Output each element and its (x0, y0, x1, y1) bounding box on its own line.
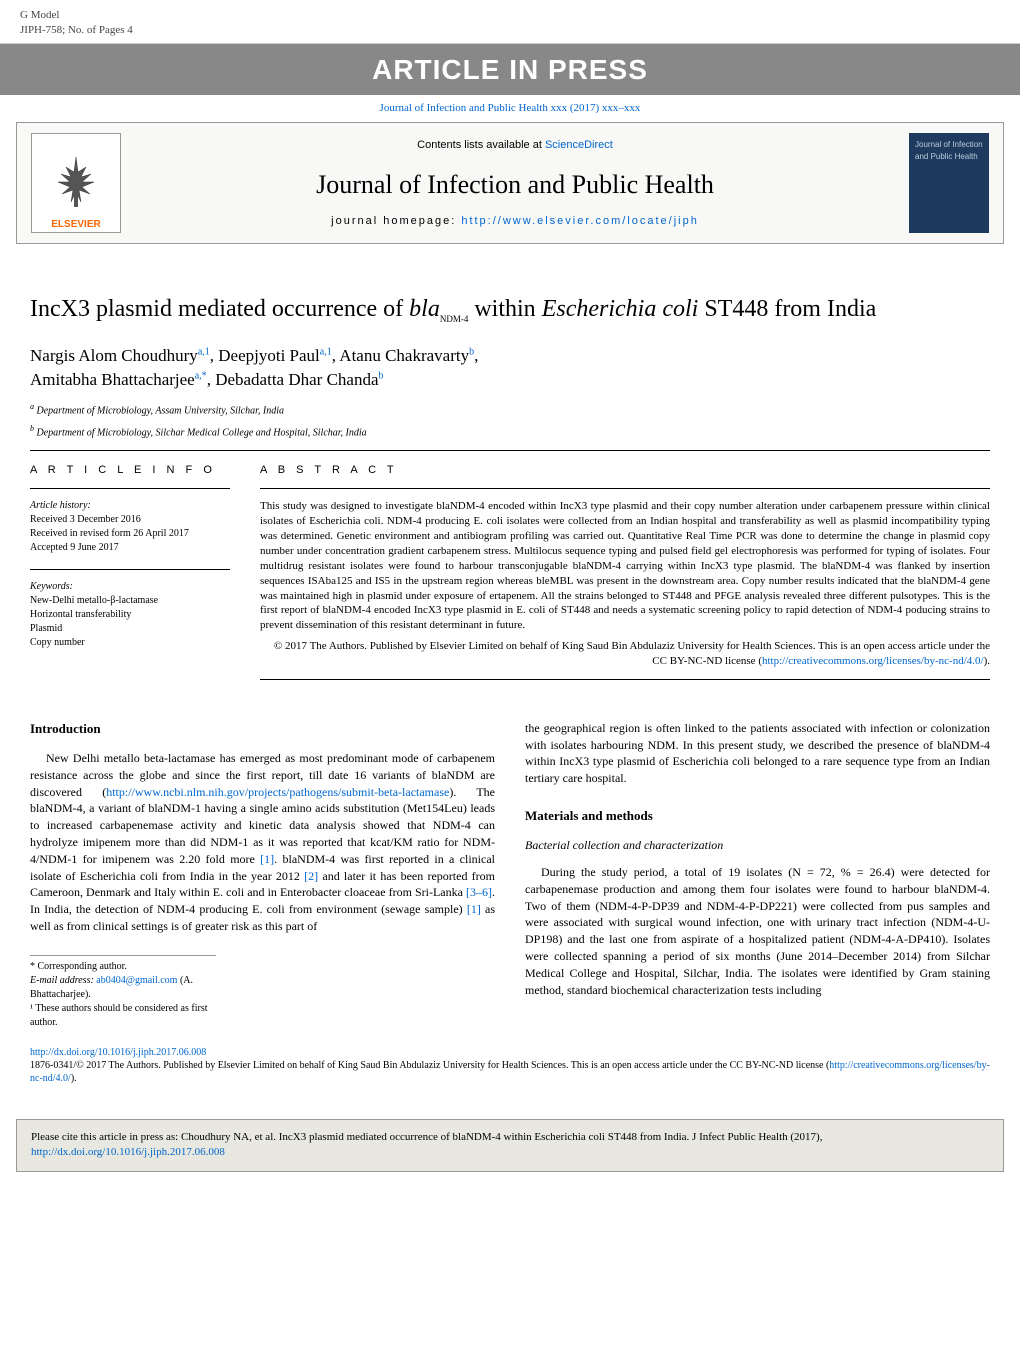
cite-box: Please cite this article in press as: Ch… (16, 1119, 1004, 1172)
journal-title: Journal of Infection and Public Health (135, 167, 895, 203)
ref-2[interactable]: [2] (304, 869, 318, 883)
journal-banner: ELSEVIER Contents lists available at Sci… (16, 122, 1004, 244)
email-link[interactable]: ab0404@gmail.com (96, 975, 177, 986)
elsevier-tree-icon (46, 152, 106, 212)
methods-heading: Materials and methods (525, 807, 990, 825)
contents-prefix: Contents lists available at (417, 139, 545, 151)
article-info-heading: A R T I C L E I N F O (30, 463, 230, 478)
keyword-4: Copy number (30, 636, 230, 650)
divider-info-2 (30, 569, 230, 570)
abstract-column: A B S T R A C T This study was designed … (260, 463, 990, 690)
elsevier-logo: ELSEVIER (31, 133, 121, 233)
article-title: IncX3 plasmid mediated occurrence of bla… (30, 294, 990, 325)
page-header: G Model JIPH-758; No. of Pages 4 (0, 0, 1020, 44)
article-info-column: A R T I C L E I N F O Article history: R… (30, 463, 230, 690)
keywords-label: Keywords: (30, 580, 230, 594)
cite-doi-link[interactable]: http://dx.doi.org/10.1016/j.jiph.2017.06… (31, 1146, 225, 1158)
email-label: E-mail address: (30, 975, 96, 986)
journal-cover-thumbnail: Journal of Infection and Public Health (909, 133, 989, 233)
author-1-sup: a,1 (198, 346, 210, 357)
ref-1b[interactable]: [1] (467, 902, 481, 916)
jiph-label: JIPH-758; No. of Pages 4 (20, 23, 1000, 38)
author-5-sup: b (379, 370, 384, 381)
abstract-text: This study was designed to investigate b… (260, 499, 990, 633)
methods-sub1: Bacterial collection and characterizatio… (525, 837, 990, 854)
history-label: Article history: (30, 499, 230, 513)
introduction-heading: Introduction (30, 720, 495, 738)
keyword-2: Horizontal transferability (30, 608, 230, 622)
divider-info-1 (30, 488, 230, 489)
author-sep-4: , Debadatta Dhar Chanda (207, 370, 379, 389)
sciencedirect-link[interactable]: ScienceDirect (545, 139, 613, 151)
contents-list-line: Contents lists available at ScienceDirec… (135, 138, 895, 153)
corresponding-author: * Corresponding author. (30, 960, 216, 974)
journal-reference-line: Journal of Infection and Public Health x… (0, 95, 1020, 122)
abstract-heading: A B S T R A C T (260, 463, 990, 478)
equal-contribution: ¹ These authors should be considered as … (30, 1002, 216, 1030)
article-body: IncX3 plasmid mediated occurrence of bla… (0, 244, 1020, 1104)
accepted-date: Accepted 9 June 2017 (30, 541, 230, 555)
affil-b-text: Department of Microbiology, Silchar Medi… (37, 427, 367, 438)
doi-link[interactable]: http://dx.doi.org/10.1016/j.jiph.2017.06… (30, 1047, 206, 1058)
doi-line-text: 1876-0341/© 2017 The Authors. Published … (30, 1060, 829, 1071)
ref-3-6[interactable]: [3–6] (466, 885, 492, 899)
footnotes-block: * Corresponding author. E-mail address: … (30, 955, 216, 1030)
author-2-sup: a,1 (320, 346, 332, 357)
doi-end: ). (71, 1073, 77, 1084)
elsevier-text: ELSEVIER (51, 218, 100, 232)
license-link[interactable]: http://creativecommons.org/licenses/by-n… (762, 655, 984, 667)
author-4: Amitabha Bhattacharjee (30, 370, 195, 389)
doi-copyright-line: 1876-0341/© 2017 The Authors. Published … (30, 1059, 990, 1085)
copyright-text: © 2017 The Authors. Published by Elsevie… (260, 639, 990, 669)
homepage-link[interactable]: http://www.elsevier.com/locate/jiph (461, 215, 699, 227)
affiliation-a: a Department of Microbiology, Assam Univ… (30, 401, 990, 418)
doi-block: http://dx.doi.org/10.1016/j.jiph.2017.06… (30, 1046, 990, 1085)
keyword-1: New-Delhi metallo-β-lactamase (30, 594, 230, 608)
revised-date: Received in revised form 26 April 2017 (30, 527, 230, 541)
affil-a-text: Department of Microbiology, Assam Univer… (37, 406, 284, 417)
author-4-sup: a,* (195, 370, 207, 381)
author-1: Nargis Alom Choudhury (30, 346, 198, 365)
copyright-end: ). (984, 655, 990, 667)
homepage-label: journal homepage: (331, 215, 461, 227)
authors-block: Nargis Alom Choudhurya,1, Deepjyoti Paul… (30, 344, 990, 392)
journal-banner-center: Contents lists available at ScienceDirec… (135, 138, 895, 229)
journal-homepage-line: journal homepage: http://www.elsevier.co… (135, 214, 895, 229)
ncbi-link[interactable]: http://www.ncbi.nlm.nih.gov/projects/pat… (106, 785, 449, 799)
ref-1[interactable]: [1] (260, 852, 274, 866)
intro-para-1: New Delhi metallo beta-lactamase has eme… (30, 750, 495, 935)
info-abstract-row: A R T I C L E I N F O Article history: R… (30, 463, 990, 690)
author-sep-1: , Deepjyoti Paul (210, 346, 320, 365)
cite-text: Please cite this article in press as: Ch… (31, 1131, 822, 1143)
author-sep-2: , Atanu Chakravarty (332, 346, 469, 365)
intro-para-2: the geographical region is often linked … (525, 720, 990, 787)
right-column: the geographical region is often linked … (525, 720, 990, 1030)
divider-1 (30, 450, 990, 451)
two-column-body: Introduction New Delhi metallo beta-lact… (30, 720, 990, 1030)
methods-para-1: During the study period, a total of 19 i… (525, 864, 990, 998)
g-model-label: G Model (20, 8, 1000, 23)
author-sep-3: , (474, 346, 478, 365)
left-column: Introduction New Delhi metallo beta-lact… (30, 720, 495, 1030)
affiliation-b: b Department of Microbiology, Silchar Me… (30, 423, 990, 440)
keyword-3: Plasmid (30, 622, 230, 636)
cover-text: Journal of Infection and Public Health (915, 140, 983, 160)
email-line: E-mail address: ab0404@gmail.com (A. Bha… (30, 974, 216, 1002)
article-in-press-banner: ARTICLE IN PRESS (0, 44, 1020, 95)
article-history-block: Article history: Received 3 December 201… (30, 499, 230, 555)
received-date: Received 3 December 2016 (30, 513, 230, 527)
keywords-block: Keywords: New-Delhi metallo-β-lactamase … (30, 580, 230, 650)
divider-abs-2 (260, 679, 990, 680)
divider-abs-1 (260, 488, 990, 489)
